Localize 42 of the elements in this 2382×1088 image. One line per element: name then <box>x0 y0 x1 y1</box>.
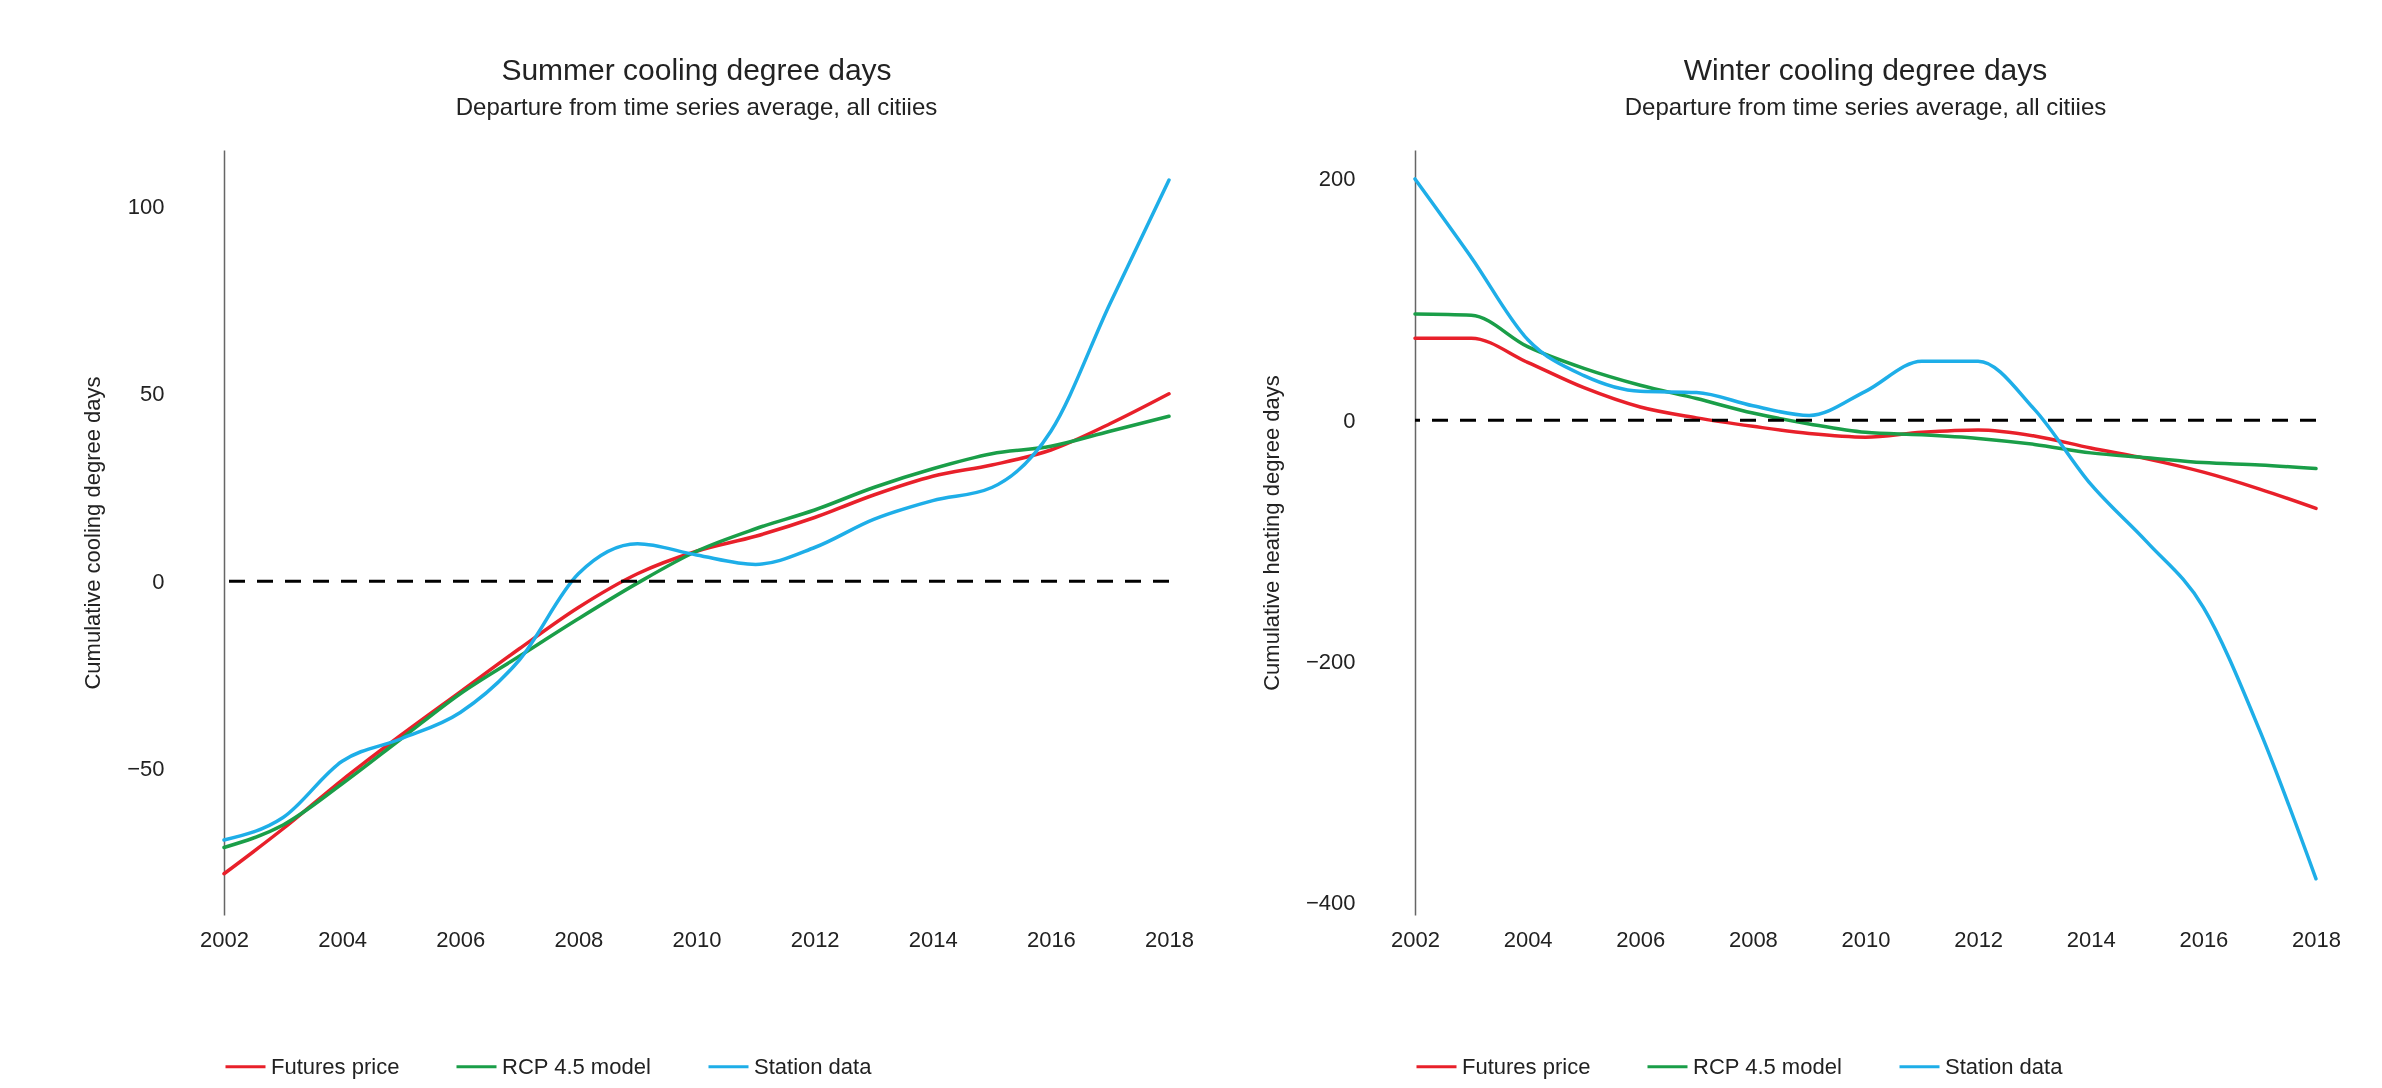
legend-label: Futures price <box>271 1053 400 1079</box>
chart-subtitle: Departure from time series average, all citiies <box>1624 93 2107 120</box>
y-tick-label: 0 <box>1343 407 1356 433</box>
y-tick-label: 50 <box>140 381 165 407</box>
x-tick-label: 2014 <box>908 926 958 952</box>
x-tick-label: 2010 <box>1841 926 1891 952</box>
x-tick-label: 2014 <box>2066 926 2116 952</box>
x-tick-label: 2018 <box>1145 926 1194 952</box>
chart-title: Winter cooling degree days <box>1683 53 2048 86</box>
x-tick-label: 2016 <box>2179 926 2229 952</box>
y-tick-label: −50 <box>127 756 165 782</box>
legend-label: RCP 4.5 model <box>502 1053 651 1079</box>
y-tick-label: 200 <box>1318 166 1356 192</box>
x-tick-label: 2008 <box>554 926 604 952</box>
legend-label: RCP 4.5 model <box>1693 1053 1842 1079</box>
chart-title: Summer cooling degree days <box>501 53 892 86</box>
x-tick-label: 2012 <box>1954 926 2004 952</box>
y-tick-label: −400 <box>1305 890 1356 916</box>
x-tick-label: 2016 <box>1026 926 1076 952</box>
x-tick-label: 2002 <box>200 926 249 952</box>
legend-label: Station data <box>1945 1053 2064 1079</box>
y-axis-title: Cumulative cooling degree days <box>80 376 106 690</box>
line-series <box>1413 312 2318 471</box>
line-series <box>222 178 1171 842</box>
x-tick-label: 2010 <box>672 926 722 952</box>
line-series <box>1413 177 2318 881</box>
y-tick-label: 100 <box>127 193 165 219</box>
x-tick-label: 2008 <box>1728 926 1778 952</box>
x-tick-label: 2018 <box>2292 926 2341 952</box>
legend-label: Futures price <box>1462 1053 1591 1079</box>
y-axis-title: Cumulative heating degree days <box>1258 375 1284 691</box>
y-tick-label: 0 <box>152 568 165 594</box>
x-tick-label: 2006 <box>1616 926 1666 952</box>
line-series <box>1413 336 2318 511</box>
chart-subtitle: Departure from time series average, all citiies <box>455 93 938 120</box>
x-tick-label: 2004 <box>318 926 368 952</box>
x-tick-label: 2002 <box>1391 926 1440 952</box>
legend-label: Station data <box>754 1053 873 1079</box>
x-tick-label: 2004 <box>1503 926 1553 952</box>
y-tick-label: −200 <box>1305 649 1356 675</box>
x-tick-label: 2012 <box>790 926 840 952</box>
x-tick-label: 2006 <box>436 926 486 952</box>
